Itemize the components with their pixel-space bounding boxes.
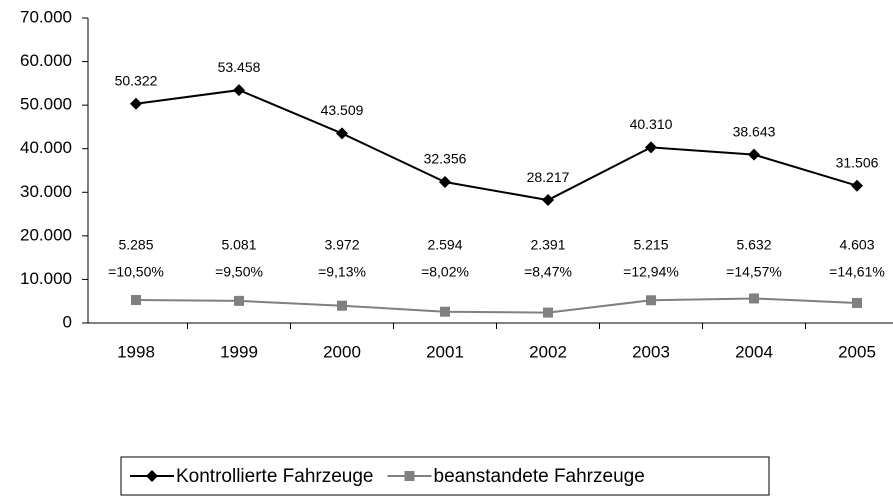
legend: Kontrollierte Fahrzeuge beanstandete Fahr… (120, 456, 770, 496)
y-tick-label: 60.000 (20, 51, 72, 70)
legend-label: Kontrollierte Fahrzeuge (176, 466, 374, 487)
x-tick-label: 2005 (838, 342, 876, 361)
data-label: 4.603 (839, 237, 874, 253)
series-line (135, 297, 858, 314)
point-marker (234, 295, 244, 306)
data-label: 5.632 (736, 237, 771, 253)
point-marker (646, 295, 656, 306)
y-tick-label: 50.000 (20, 95, 72, 114)
x-tick-label: 2000 (323, 342, 361, 361)
point-marker (542, 194, 554, 207)
legend-marker (146, 470, 158, 482)
data-label: 38.643 (733, 123, 776, 139)
x-tick-label: 1999 (220, 342, 258, 361)
data-label: 53.458 (218, 59, 261, 75)
data-label: 40.310 (630, 116, 673, 132)
data-label: 5.215 (633, 237, 668, 253)
point-marker (851, 179, 863, 192)
point-marker (440, 306, 450, 317)
data-label: 32.356 (424, 151, 467, 167)
data-label: 50.322 (115, 72, 158, 88)
data-label: 31.506 (836, 154, 879, 170)
x-tick-label: 2003 (632, 342, 670, 361)
series-line (135, 89, 858, 202)
x-tick-label: 2004 (735, 342, 773, 361)
x-tick-label: 2001 (426, 342, 464, 361)
legend-box (120, 456, 770, 496)
point-marker (439, 176, 451, 189)
point-marker (749, 293, 759, 304)
share-label: =12,94% (623, 264, 679, 280)
share-label: =9,50% (215, 264, 263, 280)
share-label: =10,50% (108, 264, 164, 280)
data-label: 5.285 (118, 237, 153, 253)
data-label: 43.509 (321, 102, 364, 118)
share-label: =9,13% (318, 264, 366, 280)
point-marker (645, 141, 657, 154)
point-marker (233, 84, 245, 97)
point-marker (748, 148, 760, 161)
point-marker (131, 294, 141, 305)
data-label: 3.972 (324, 237, 359, 253)
point-marker (852, 297, 862, 308)
data-label: 5.081 (221, 237, 256, 253)
x-tick-label: 2002 (529, 342, 567, 361)
share-label: =8,47% (524, 264, 572, 280)
y-tick-label: 20.000 (20, 225, 72, 244)
legend-marker (404, 471, 415, 481)
data-label: 28.217 (527, 169, 570, 185)
y-tick-label: 40.000 (20, 138, 72, 157)
share-label: =14,61% (829, 264, 885, 280)
y-tick-label: 0 (63, 312, 72, 331)
point-marker (337, 300, 347, 311)
y-tick-label: 70.000 (20, 7, 72, 26)
point-marker (543, 307, 553, 318)
y-tick-label: 10.000 (20, 269, 72, 288)
data-label: 2.594 (427, 237, 462, 253)
point-marker (130, 97, 142, 110)
point-marker (336, 127, 348, 140)
share-label: =8,02% (421, 264, 469, 280)
y-tick-label: 30.000 (20, 182, 72, 201)
legend-label: beanstandete Fahrzeuge (434, 466, 645, 487)
x-tick-label: 1998 (117, 342, 155, 361)
data-label: 2.391 (530, 237, 565, 253)
share-label: =14,57% (726, 264, 782, 280)
